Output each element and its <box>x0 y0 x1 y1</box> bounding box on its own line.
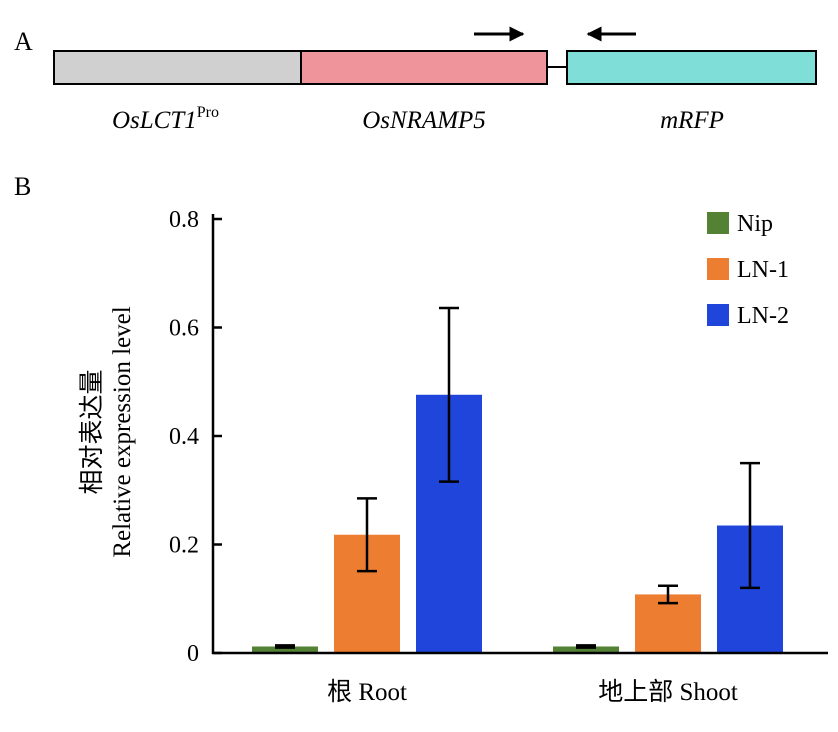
construct-segment-reporter <box>567 51 816 84</box>
category-label: 根 Root <box>327 678 407 706</box>
legend-swatch-ln-2 <box>707 304 729 326</box>
bar-series <box>252 395 783 653</box>
figure-svg: A OsLCT1Pro OsNRAMP5 mRFP B 0 0.2 0.4 0.6 0.… <box>0 0 838 727</box>
panel-b-label: B <box>14 172 31 201</box>
y-tick-label: 0.2 <box>169 533 199 559</box>
figure: A OsLCT1Pro OsNRAMP5 mRFP B 0 0.2 0.4 0.6 0.… <box>0 0 838 727</box>
y-tick-label: 0.4 <box>169 424 199 450</box>
y-tick-label: 0.8 <box>169 207 199 233</box>
y-axis-title-cn: 相对表达量 <box>78 369 106 494</box>
y-tick-label: 0.6 <box>169 316 199 342</box>
legend-swatch-nip <box>707 212 729 234</box>
promoter-label: OsLCT1Pro <box>112 104 219 134</box>
legend-label-ln-1: LN-1 <box>737 257 789 283</box>
legend-label-ln-2: LN-2 <box>737 303 789 329</box>
legend-swatch-ln-1 <box>707 258 729 280</box>
legend-label-nip: Nip <box>737 211 773 237</box>
legend: Nip LN-1 LN-2 <box>707 211 789 329</box>
y-axis-title: Relative expression level <box>109 306 136 557</box>
bar-chart: 0 0.2 0.4 0.6 0.8 根 Root 地上部 Shoot Nip LN-1 LN-… <box>78 207 828 706</box>
y-tick-label: 0 <box>187 641 199 667</box>
construct-segment-gene <box>301 51 547 84</box>
panel-a-label: A <box>14 27 33 56</box>
category-label: 地上部 Shoot <box>598 678 738 706</box>
construct-segment-promoter <box>54 51 301 84</box>
gene-label: OsNRAMP5 <box>362 107 486 134</box>
category-labels: 根 Root 地上部 Shoot <box>327 678 738 706</box>
reporter-label: mRFP <box>660 107 724 134</box>
